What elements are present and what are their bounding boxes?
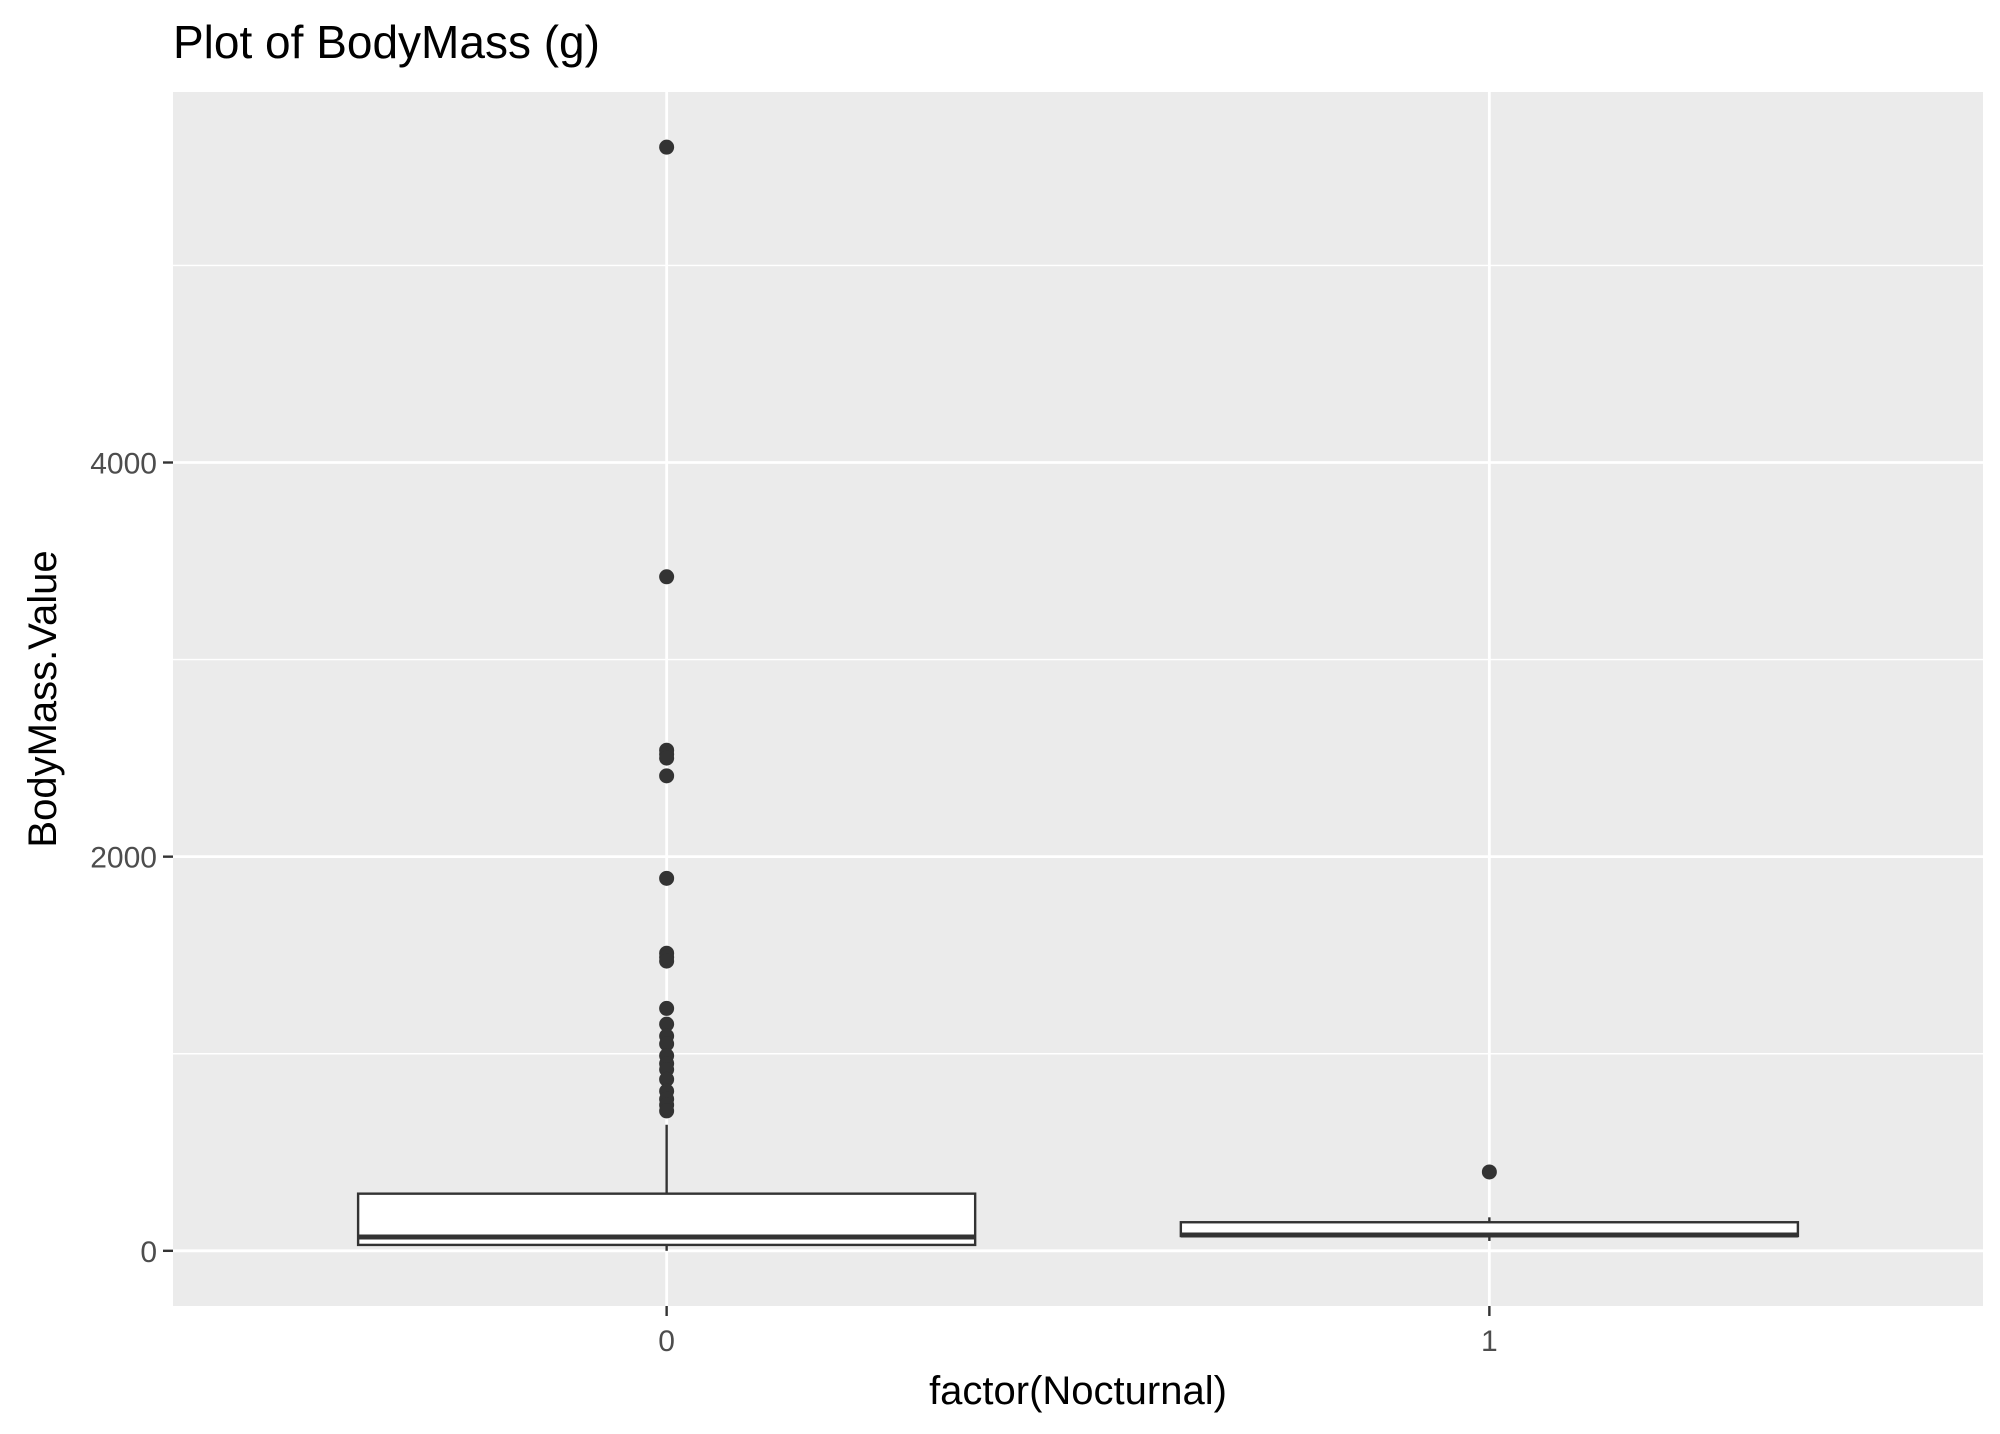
outlier-point <box>659 1000 675 1016</box>
outlier-point <box>1481 1164 1497 1180</box>
x-tick-label: 1 <box>1481 1325 1498 1358</box>
boxes-layer <box>356 139 1800 1251</box>
y-tick-label: 4000 <box>90 448 157 481</box>
outlier-point <box>659 953 675 969</box>
y-axis-title: BodyMass.Value <box>21 550 65 847</box>
outlier-point <box>659 768 675 784</box>
grid-major <box>173 92 1983 1306</box>
y-tick-label: 2000 <box>90 842 157 875</box>
outlier-point <box>659 1036 675 1052</box>
outlier-point <box>659 1103 675 1119</box>
outlier-point <box>659 1016 675 1032</box>
y-tick-label: 0 <box>140 1236 157 1269</box>
y-axis: 0 2000 4000 <box>90 448 173 1269</box>
outlier-point <box>659 139 675 155</box>
x-tick-label: 0 <box>658 1325 675 1358</box>
grid-minor <box>173 264 1983 1055</box>
chart-title: Plot of BodyMass (g) <box>173 16 600 68</box>
box-group-1 <box>1179 1164 1800 1241</box>
x-axis-title: factor(Nocturnal) <box>929 1369 1227 1413</box>
outlier-point <box>659 1071 675 1087</box>
outlier-point <box>659 870 675 886</box>
plot-panel <box>173 92 1983 1306</box>
outlier-point <box>659 750 675 766</box>
outlier-point <box>659 569 675 585</box>
box-group-0 <box>356 139 977 1251</box>
